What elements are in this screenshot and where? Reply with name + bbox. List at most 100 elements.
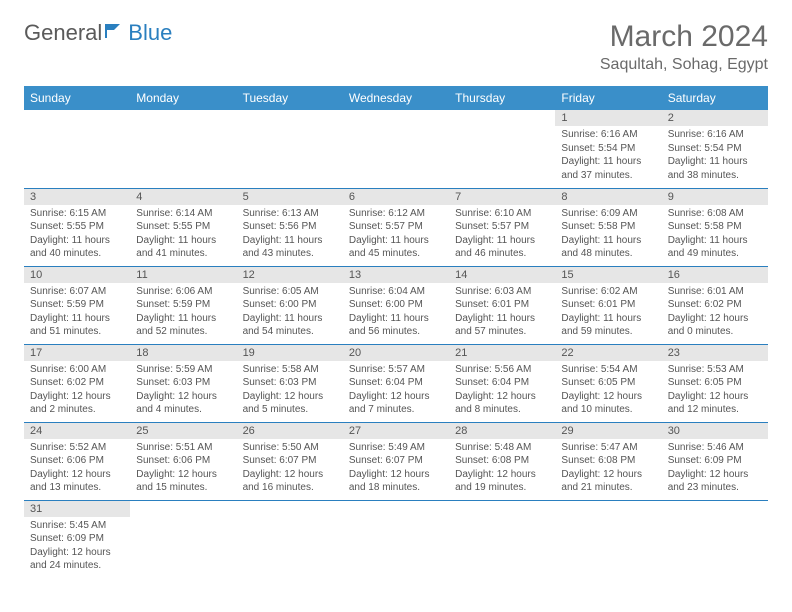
sunset-text: Sunset: 6:07 PM [243,454,337,468]
daylight-text: Daylight: 12 hours and 24 minutes. [30,546,124,573]
sunrise-text: Sunrise: 5:46 AM [668,441,762,455]
sunset-text: Sunset: 6:08 PM [455,454,549,468]
empty-day-cell [130,500,236,578]
sunrise-text: Sunrise: 6:02 AM [561,285,655,299]
empty-day-cell [449,110,555,188]
day-content: Sunrise: 5:51 AMSunset: 6:06 PMDaylight:… [130,439,236,499]
day-number: 23 [662,345,768,361]
day-number: 13 [343,267,449,283]
day-number: 12 [237,267,343,283]
day-number: 27 [343,423,449,439]
sunset-text: Sunset: 6:04 PM [349,376,443,390]
sunrise-text: Sunrise: 6:10 AM [455,207,549,221]
daylight-text: Daylight: 11 hours and 37 minutes. [561,155,655,182]
day-content: Sunrise: 6:06 AMSunset: 5:59 PMDaylight:… [130,283,236,343]
calendar-week-row: 3Sunrise: 6:15 AMSunset: 5:55 PMDaylight… [24,188,768,266]
day-number: 25 [130,423,236,439]
empty-day-cell [343,110,449,188]
day-cell: 29Sunrise: 5:47 AMSunset: 6:08 PMDayligh… [555,422,661,500]
day-cell: 4Sunrise: 6:14 AMSunset: 5:55 PMDaylight… [130,188,236,266]
day-number: 31 [24,501,130,517]
sunset-text: Sunset: 6:04 PM [455,376,549,390]
day-content: Sunrise: 5:53 AMSunset: 6:05 PMDaylight:… [662,361,768,421]
daylight-text: Daylight: 12 hours and 7 minutes. [349,390,443,417]
sunrise-text: Sunrise: 5:49 AM [349,441,443,455]
day-number: 4 [130,189,236,205]
daylight-text: Daylight: 12 hours and 21 minutes. [561,468,655,495]
daylight-text: Daylight: 11 hours and 45 minutes. [349,234,443,261]
sunset-text: Sunset: 5:57 PM [455,220,549,234]
sunrise-text: Sunrise: 5:58 AM [243,363,337,377]
daylight-text: Daylight: 12 hours and 23 minutes. [668,468,762,495]
sunset-text: Sunset: 6:05 PM [668,376,762,390]
sunrise-text: Sunrise: 6:05 AM [243,285,337,299]
sunrise-text: Sunrise: 6:04 AM [349,285,443,299]
sunset-text: Sunset: 5:57 PM [349,220,443,234]
day-number: 15 [555,267,661,283]
header: General Blue March 2024 Saqultah, Sohag,… [24,20,768,74]
daylight-text: Daylight: 12 hours and 5 minutes. [243,390,337,417]
day-cell: 16Sunrise: 6:01 AMSunset: 6:02 PMDayligh… [662,266,768,344]
day-cell: 13Sunrise: 6:04 AMSunset: 6:00 PMDayligh… [343,266,449,344]
day-content: Sunrise: 5:57 AMSunset: 6:04 PMDaylight:… [343,361,449,421]
day-content: Sunrise: 5:45 AMSunset: 6:09 PMDaylight:… [24,517,130,577]
sunrise-text: Sunrise: 5:56 AM [455,363,549,377]
daylight-text: Daylight: 12 hours and 15 minutes. [136,468,230,495]
sunset-text: Sunset: 5:56 PM [243,220,337,234]
day-number: 21 [449,345,555,361]
sunset-text: Sunset: 6:01 PM [561,298,655,312]
calendar-week-row: 17 Sunrise: 6:00 AMSunset: 6:02 PM Dayligh… [24,344,768,422]
sunrise-text: Sunrise: 6:16 AM [561,128,655,142]
sunrise-text: Sunrise: 5:47 AM [561,441,655,455]
day-content: Sunrise: 6:03 AMSunset: 6:01 PMDaylight:… [449,283,555,343]
day-number: 17 [24,345,130,361]
day-cell: 24Sunrise: 5:52 AMSunset: 6:06 PMDayligh… [24,422,130,500]
day-content: Sunrise: 6:04 AMSunset: 6:00 PMDaylight:… [343,283,449,343]
sunset-text: Sunset: 6:07 PM [349,454,443,468]
sunset-text: Sunset: 5:58 PM [561,220,655,234]
weekday-header: Sunday [24,86,130,110]
day-cell: 7Sunrise: 6:10 AMSunset: 5:57 PMDaylight… [449,188,555,266]
day-content: Sunrise: 5:47 AMSunset: 6:08 PMDaylight:… [555,439,661,499]
day-number: 24 [24,423,130,439]
sunrise-text: Sunrise: 6:08 AM [668,207,762,221]
day-number: 5 [237,189,343,205]
day-content: Sunrise: 5:48 AMSunset: 6:08 PMDaylight:… [449,439,555,499]
logo: General Blue [24,20,172,46]
sunset-text: Sunset: 6:02 PM [30,376,124,390]
sunset-text: Sunset: 6:06 PM [136,454,230,468]
day-number: 30 [662,423,768,439]
day-cell: 17Sunrise: 6:00 AMSunset: 6:02 PMDayligh… [24,344,130,422]
day-content: Sunrise: 6:01 AMSunset: 6:02 PMDaylight:… [662,283,768,343]
daylight-text: Daylight: 11 hours and 46 minutes. [455,234,549,261]
sunset-text: Sunset: 6:06 PM [30,454,124,468]
calendar-table: Sunday Monday Tuesday Wednesday Thursday… [24,86,768,578]
day-cell: 1 Sunrise: 6:16 AMSunset: 5:54 PMDaylight… [555,110,661,188]
calendar-body: 1Sunrise: 6:16 AMSunset: 5:54 PMDaylight… [24,110,768,578]
sunrise-text: Sunrise: 6:16 AM [668,128,762,142]
day-cell: 31Sunrise: 5:45 AMSunset: 6:09 PMDayligh… [24,500,130,578]
day-number: 1 [555,110,661,126]
sunrise-text: Sunrise: 5:59 AM [136,363,230,377]
weekday-header: Wednesday [343,86,449,110]
day-cell: 11Sunrise: 6:06 AMSunset: 5:59 PMDayligh… [130,266,236,344]
day-content: Sunrise: 6:02 AMSunset: 6:01 PMDaylight:… [555,283,661,343]
daylight-text: Daylight: 11 hours and 43 minutes. [243,234,337,261]
sunset-text: Sunset: 5:54 PM [561,142,655,156]
daylight-text: Daylight: 11 hours and 51 minutes. [30,312,124,339]
sunrise-text: Sunrise: 6:00 AM [30,363,124,377]
weekday-header: Tuesday [237,86,343,110]
day-cell: 20Sunrise: 5:57 AMSunset: 6:04 PMDayligh… [343,344,449,422]
day-number: 29 [555,423,661,439]
day-cell: 6Sunrise: 6:12 AMSunset: 5:57 PMDaylight… [343,188,449,266]
day-cell: 12Sunrise: 6:05 AMSunset: 6:00 PMDayligh… [237,266,343,344]
day-number: 20 [343,345,449,361]
empty-day-cell [24,110,130,188]
empty-day-cell [343,500,449,578]
day-content: Sunrise: 6:16 AMSunset: 5:54 PMDaylight:… [662,126,768,186]
calendar-week-row: 24Sunrise: 5:52 AMSunset: 6:06 PMDayligh… [24,422,768,500]
sunset-text: Sunset: 6:03 PM [243,376,337,390]
daylight-text: Daylight: 12 hours and 4 minutes. [136,390,230,417]
day-cell: 25Sunrise: 5:51 AMSunset: 6:06 PMDayligh… [130,422,236,500]
sunrise-text: Sunrise: 5:45 AM [30,519,124,533]
